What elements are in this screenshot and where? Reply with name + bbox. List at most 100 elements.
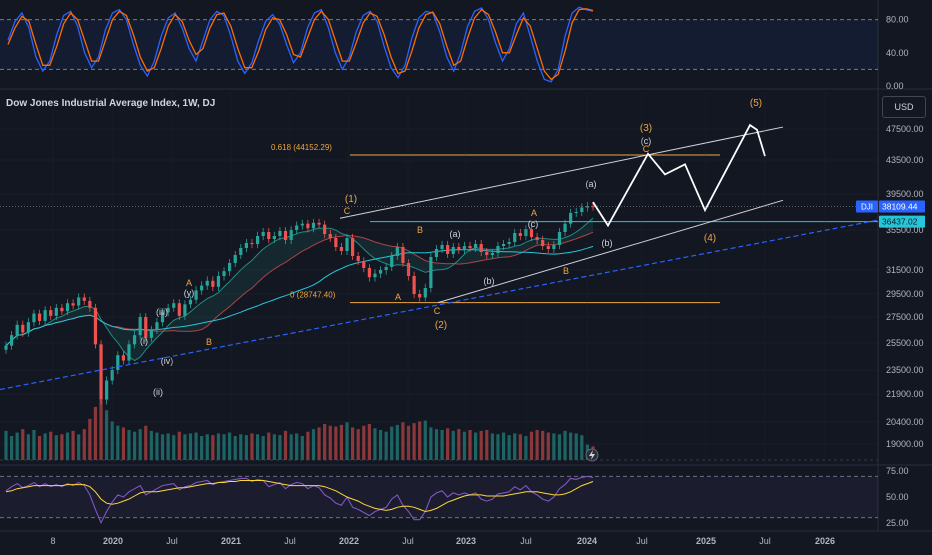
volume-bar: [99, 400, 103, 460]
volume-bar: [496, 434, 500, 460]
stochastic-band: [0, 19, 878, 70]
candle-body: [401, 247, 405, 263]
volume-bar: [283, 430, 288, 460]
candle-body: [261, 232, 265, 236]
volume-bar: [317, 427, 321, 460]
wave-label: (c): [641, 136, 652, 146]
candle-body: [155, 322, 159, 330]
wave-label: (b): [602, 238, 613, 248]
candle-body: [541, 240, 545, 246]
candle-body: [255, 236, 260, 244]
volume-bar: [121, 427, 125, 460]
volume-bar: [501, 432, 506, 460]
candle-body: [501, 244, 506, 246]
volume-bar: [138, 429, 142, 460]
channel-upper-line: [339, 126, 784, 219]
wave-label: (ii): [153, 387, 163, 397]
volume-bar: [412, 423, 416, 460]
candle-body: [524, 229, 528, 236]
candle-body: [60, 307, 64, 312]
candle-body: [121, 355, 125, 361]
volume-bar: [574, 433, 578, 460]
volume-bar: [401, 422, 405, 460]
currency-selector[interactable]: USD: [882, 96, 926, 118]
candle-body: [166, 307, 170, 313]
candle-body: [552, 245, 556, 249]
volume-bar: [479, 430, 483, 460]
candle-body: [440, 245, 444, 249]
candle-body: [32, 313, 36, 323]
wave-label: B: [417, 225, 423, 235]
chart-title: Dow Jones Industrial Average Index, 1W, …: [6, 98, 216, 109]
price-tick-label: 47500.00: [886, 124, 924, 134]
candle-body: [82, 297, 86, 301]
volume-bar: [272, 434, 276, 460]
volume-bar: [300, 436, 304, 460]
channel-lower-line: [437, 199, 784, 304]
time-tick-label: 2022: [339, 536, 359, 546]
volume-bar: [557, 434, 562, 460]
volume-bar: [160, 434, 165, 460]
candle-body: [132, 335, 137, 345]
candle-body: [518, 233, 522, 236]
volume-bar: [43, 433, 47, 460]
candle-body: [300, 223, 304, 226]
candle-body: [138, 317, 142, 336]
wave-label: (3): [640, 123, 652, 134]
fib-level-label: 0.618 (44152.29): [271, 143, 332, 152]
volume-bar: [569, 432, 573, 460]
candle-body: [446, 245, 450, 254]
volume-bar: [77, 434, 81, 460]
candle-body: [160, 312, 165, 323]
volume-bar: [351, 427, 355, 460]
price-tick-label: 27500.00: [886, 312, 924, 322]
price-tick-label: 23500.00: [886, 365, 924, 375]
candle-body: [205, 280, 209, 286]
time-tick-label: Jul: [166, 536, 178, 546]
ichimoku-cloud: [6, 218, 593, 361]
candle-body: [591, 206, 595, 208]
candle-body: [278, 231, 282, 236]
wave-label: (i): [140, 336, 148, 346]
candle-body: [250, 243, 254, 244]
candle-body: [289, 230, 293, 240]
volume-bar: [183, 434, 187, 460]
wave-label: (iii): [156, 307, 168, 317]
volume-bar: [60, 434, 64, 460]
volume-bar: [172, 435, 176, 460]
volume-bar: [289, 434, 293, 460]
volume-bar: [261, 436, 265, 460]
volume-bar: [535, 430, 539, 460]
wave-label: C: [643, 144, 650, 154]
volume-bar: [345, 422, 349, 460]
candle-body: [529, 229, 534, 237]
volume-bar: [334, 426, 338, 460]
price-tag: [879, 215, 925, 228]
rsi-tick-label: 75.00: [886, 466, 909, 476]
volume-bar: [93, 406, 98, 460]
moving-average-line: [5, 245, 594, 347]
candle-body: [429, 257, 433, 288]
stochastic-d-line: [7, 8, 594, 81]
candle-body: [110, 370, 114, 381]
stochastic-k-line: [7, 6, 594, 83]
wave-label: C: [434, 306, 441, 316]
volume-bar: [295, 433, 299, 460]
candle-body: [105, 380, 109, 400]
candle-body: [49, 310, 53, 316]
rsi-ma-line: [5, 480, 594, 513]
candle-body: [384, 267, 388, 270]
candle-body: [328, 234, 332, 238]
volume-bar: [546, 432, 550, 460]
candle-body: [585, 206, 590, 208]
time-tick-label: Jul: [520, 536, 532, 546]
volume-bar: [155, 432, 159, 460]
price-tick-label: 21900.00: [886, 389, 924, 399]
candle-body: [144, 317, 148, 338]
candle-body: [485, 252, 489, 255]
volume-bar: [451, 430, 455, 460]
volume-bar: [267, 432, 271, 460]
volume-bar: [255, 434, 260, 460]
